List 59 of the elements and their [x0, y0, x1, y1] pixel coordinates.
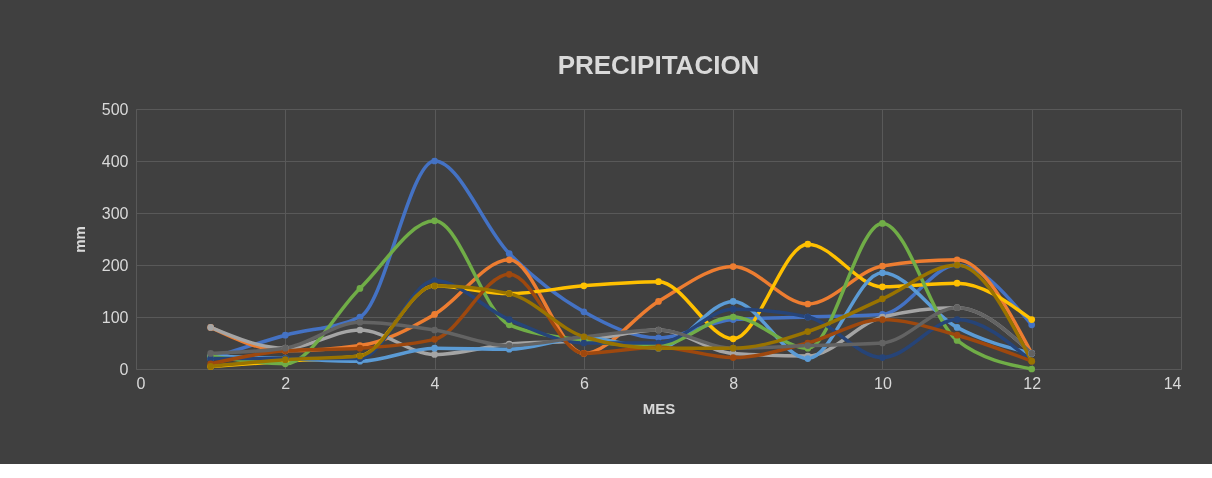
point — [729, 305, 737, 313]
point — [879, 339, 886, 347]
point — [729, 263, 737, 270]
point — [431, 351, 438, 358]
x-tick-label: 10 — [874, 374, 892, 392]
point — [431, 344, 438, 352]
x-tick-label: 12 — [1023, 374, 1042, 392]
point — [580, 282, 588, 290]
point — [431, 157, 438, 165]
point — [729, 298, 737, 305]
x-tick-label: 0 — [136, 374, 146, 392]
point — [879, 283, 886, 291]
point — [356, 318, 364, 326]
y-tick-label: 300 — [101, 204, 129, 222]
point — [729, 354, 737, 361]
point — [804, 240, 812, 248]
point — [281, 331, 289, 339]
x-tick-label: 14 — [1163, 374, 1182, 392]
point — [431, 311, 438, 318]
point — [953, 324, 961, 331]
point — [879, 220, 886, 227]
chart-title: PRECIPITACION — [557, 50, 760, 80]
point — [804, 328, 812, 335]
point — [580, 308, 588, 316]
point — [505, 250, 513, 257]
point — [505, 256, 513, 264]
point — [879, 295, 886, 303]
point — [356, 326, 364, 334]
point — [1028, 316, 1036, 323]
point — [431, 217, 438, 225]
point — [804, 300, 812, 308]
point — [655, 334, 662, 342]
point — [655, 278, 662, 285]
point — [879, 354, 886, 361]
point — [505, 271, 513, 278]
point — [1028, 365, 1036, 373]
point — [505, 316, 513, 323]
point — [953, 331, 961, 339]
point — [729, 335, 737, 343]
point — [356, 285, 364, 292]
point — [431, 336, 438, 343]
y-axis-title: mm — [70, 226, 88, 253]
y-tick-label: 200 — [101, 256, 129, 274]
y-tick-label: 400 — [101, 152, 129, 170]
x-axis-title: MES — [642, 399, 676, 417]
point — [879, 262, 886, 270]
y-tick-label: 0 — [119, 360, 129, 378]
point — [431, 326, 438, 334]
x-tick-label: 8 — [729, 374, 739, 392]
point — [879, 269, 886, 277]
point — [953, 337, 961, 344]
point — [953, 316, 961, 323]
point — [953, 279, 961, 287]
x-tick-label: 4 — [430, 374, 440, 392]
x-tick-label: 6 — [579, 374, 589, 392]
point — [655, 298, 662, 305]
y-tick-label: 500 — [101, 100, 129, 118]
y-tick-label: 100 — [101, 308, 129, 326]
x-tick-label: 2 — [281, 374, 291, 392]
